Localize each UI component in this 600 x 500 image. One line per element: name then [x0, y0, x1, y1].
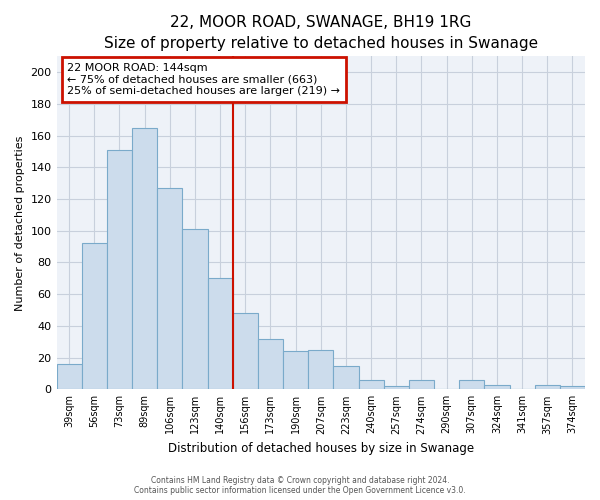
Bar — [560, 386, 585, 390]
Bar — [334, 366, 359, 390]
Text: 22 MOOR ROAD: 144sqm
← 75% of detached houses are smaller (663)
25% of semi-deta: 22 MOOR ROAD: 144sqm ← 75% of detached h… — [67, 63, 340, 96]
Bar — [409, 380, 434, 390]
Bar — [308, 350, 334, 390]
Bar — [132, 128, 157, 390]
Bar — [157, 188, 182, 390]
Bar — [233, 313, 258, 390]
Bar — [459, 380, 484, 390]
Bar — [107, 150, 132, 390]
Bar — [484, 384, 509, 390]
Bar — [283, 352, 308, 390]
Bar — [208, 278, 233, 390]
Title: 22, MOOR ROAD, SWANAGE, BH19 1RG
Size of property relative to detached houses in: 22, MOOR ROAD, SWANAGE, BH19 1RG Size of… — [104, 15, 538, 51]
Bar — [258, 338, 283, 390]
X-axis label: Distribution of detached houses by size in Swanage: Distribution of detached houses by size … — [168, 442, 474, 455]
Bar — [383, 386, 409, 390]
Bar — [56, 364, 82, 390]
Bar — [182, 229, 208, 390]
Y-axis label: Number of detached properties: Number of detached properties — [15, 135, 25, 310]
Bar — [82, 244, 107, 390]
Bar — [535, 384, 560, 390]
Text: Contains HM Land Registry data © Crown copyright and database right 2024.
Contai: Contains HM Land Registry data © Crown c… — [134, 476, 466, 495]
Bar — [359, 380, 383, 390]
